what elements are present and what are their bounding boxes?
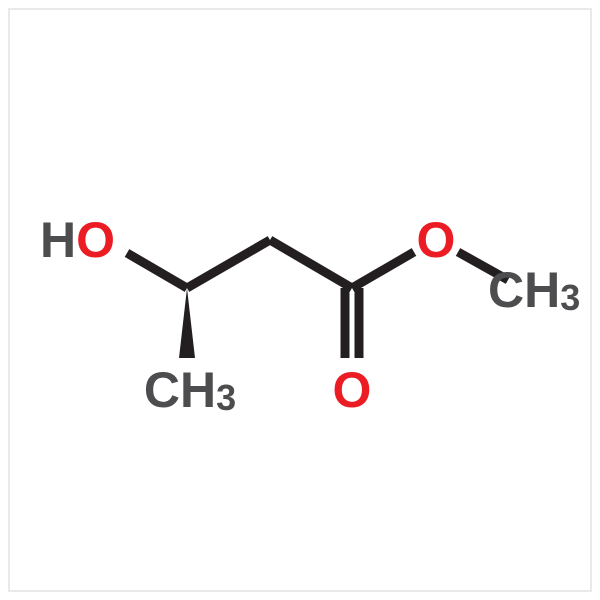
- chemical-structure-svg: HOCH3OOCH3: [0, 0, 600, 600]
- atom-O_single: O: [417, 212, 456, 268]
- atom-O_dbl: O: [333, 362, 372, 418]
- atom-HO: HO: [40, 212, 115, 268]
